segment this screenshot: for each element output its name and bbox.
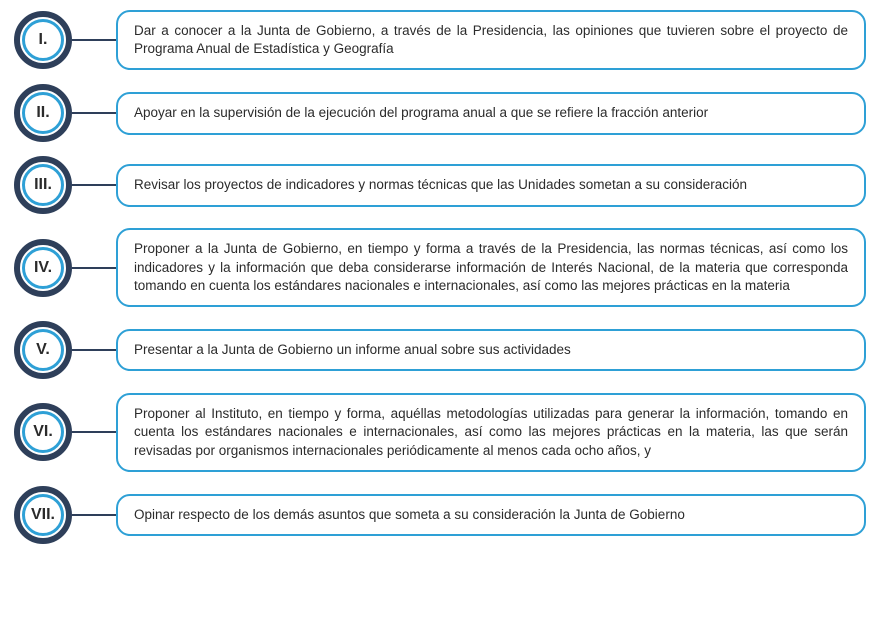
connector-line xyxy=(72,184,116,186)
list-item: IV. Proponer a la Junta de Gobierno, en t… xyxy=(14,228,866,307)
item-text: Proponer a la Junta de Gobierno, en tiem… xyxy=(116,228,866,307)
numeral-label: I. xyxy=(39,31,48,49)
list-item: III. Revisar los proyectos de indicadores… xyxy=(14,156,866,214)
item-text: Opinar respecto de los demás asuntos que… xyxy=(116,494,866,536)
numeral-label: III. xyxy=(34,176,52,194)
numeral-badge: II. xyxy=(14,84,72,142)
numeral-label: V. xyxy=(36,341,50,359)
numeral-badge: VII. xyxy=(14,486,72,544)
numeral-badge: IV. xyxy=(14,239,72,297)
item-text: Dar a conocer a la Junta de Gobierno, a … xyxy=(116,10,866,70)
item-text: Apoyar en la supervisión de la ejecución… xyxy=(116,92,866,134)
numeral-badge: VI. xyxy=(14,403,72,461)
numeral-badge: V. xyxy=(14,321,72,379)
item-text: Presentar a la Junta de Gobierno un info… xyxy=(116,329,866,371)
connector-line xyxy=(72,349,116,351)
numeral-label: II. xyxy=(36,104,49,122)
list-item: II. Apoyar en la supervisión de la ejecuc… xyxy=(14,84,866,142)
numbered-list: I. Dar a conocer a la Junta de Gobierno, … xyxy=(14,10,866,544)
list-item: I. Dar a conocer a la Junta de Gobierno, … xyxy=(14,10,866,70)
list-item: V. Presentar a la Junta de Gobierno un in… xyxy=(14,321,866,379)
list-item: VI. Proponer al Instituto, en tiempo y fo… xyxy=(14,393,866,472)
list-item: VII. Opinar respecto de los demás asuntos… xyxy=(14,486,866,544)
connector-line xyxy=(72,431,116,433)
numeral-label: VII. xyxy=(31,506,55,524)
connector-line xyxy=(72,514,116,516)
numeral-label: VI. xyxy=(33,423,53,441)
numeral-badge: III. xyxy=(14,156,72,214)
item-text: Revisar los proyectos de indicadores y n… xyxy=(116,164,866,206)
connector-line xyxy=(72,112,116,114)
numeral-label: IV. xyxy=(34,259,52,277)
connector-line xyxy=(72,39,116,41)
item-text: Proponer al Instituto, en tiempo y forma… xyxy=(116,393,866,472)
connector-line xyxy=(72,267,116,269)
numeral-badge: I. xyxy=(14,11,72,69)
